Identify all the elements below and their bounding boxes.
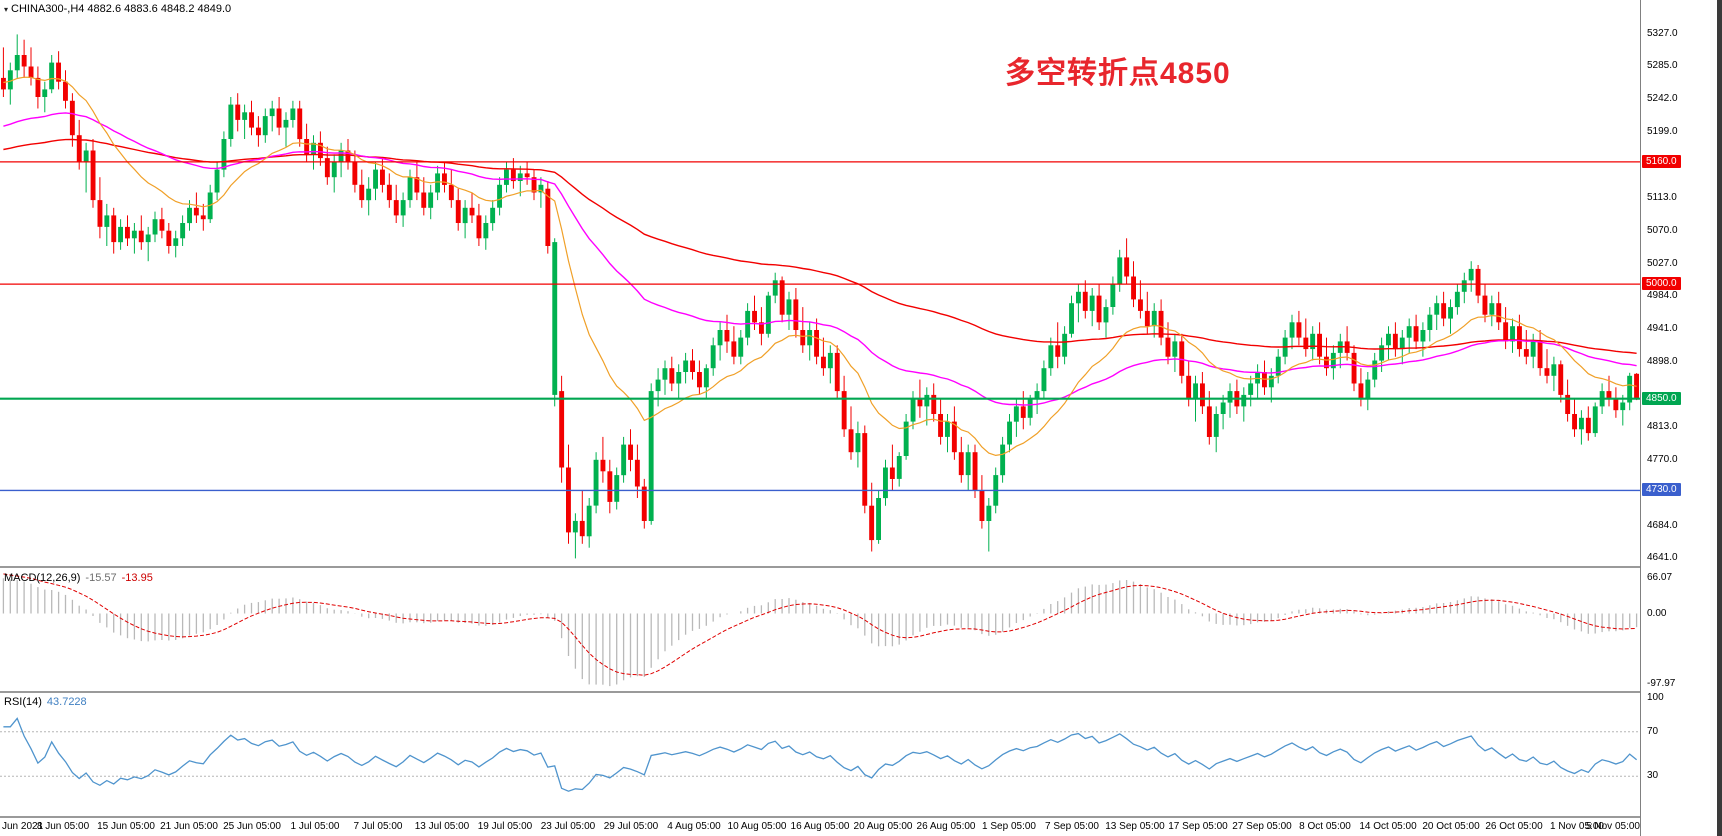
price-axis-label: 5242.0 xyxy=(1647,93,1678,105)
macd-main-value: -15.57 xyxy=(85,572,117,584)
price-level-badge: 5000.0 xyxy=(1642,277,1681,291)
annotation-text: 多空转折点4850 xyxy=(1005,57,1231,90)
date-label: 13 Jul 05:00 xyxy=(414,821,470,832)
panel-separator[interactable] xyxy=(0,566,1722,568)
price-axis-label: 4770.0 xyxy=(1647,453,1678,465)
price-axis-label: -97.97 xyxy=(1647,678,1676,689)
price-axis-label: 4941.0 xyxy=(1647,323,1678,335)
date-label: 1 Sep 05:00 xyxy=(982,821,1036,832)
candlestick-chart[interactable] xyxy=(0,0,1640,566)
price-axis-label: 70 xyxy=(1647,725,1659,737)
window-edge-strip xyxy=(1717,0,1722,836)
date-label: 29 Jul 05:00 xyxy=(603,821,659,832)
price-axis-label: 100 xyxy=(1647,692,1664,704)
main-chart-panel[interactable]: ▾ CHINA300-,H4 4882.6 4883.6 4848.2 4849.… xyxy=(0,0,1640,566)
date-label: 10 Aug 05:00 xyxy=(727,821,787,832)
date-label: 21 Jun 05:00 xyxy=(160,821,218,832)
rsi-value: 43.7228 xyxy=(46,696,87,708)
date-label: 1 Nov 05:00 xyxy=(1550,821,1604,832)
rsi-chart[interactable] xyxy=(0,694,1640,814)
date-label: 16 Aug 05:00 xyxy=(790,821,850,832)
macd-indicator-label: MACD(12,26,9) -15.57 -13.95 xyxy=(4,572,153,584)
price-level-badge: 4850.0 xyxy=(1642,391,1681,405)
macd-panel[interactable] xyxy=(0,570,1640,690)
rsi-panel[interactable] xyxy=(0,694,1640,814)
date-label: 7 Sep 05:00 xyxy=(1045,821,1099,832)
price-axis-label: 4641.0 xyxy=(1647,552,1678,564)
price-axis[interactable]: 5327.0 5285.0 5242.0 5199.0 5113.0 5070.0 5027… xyxy=(1640,0,1717,836)
price-axis-label: 5285.0 xyxy=(1647,60,1678,72)
date-label: 7 Jul 05:00 xyxy=(353,821,403,832)
price-axis-label: 0.00 xyxy=(1647,607,1667,619)
date-label: 1 Jul 05:00 xyxy=(290,821,340,832)
price-axis-label: 5327.0 xyxy=(1647,28,1678,40)
date-label: 26 Oct 05:00 xyxy=(1485,821,1543,832)
price-axis-label: 66.07 xyxy=(1647,572,1673,583)
date-label: 20 Aug 05:00 xyxy=(853,821,913,832)
date-label: 26 Aug 05:00 xyxy=(916,821,976,832)
panel-separator[interactable] xyxy=(0,816,1722,818)
date-label: 23 Jul 05:00 xyxy=(540,821,596,832)
rsi-name: RSI(14) xyxy=(4,696,42,708)
price-axis-label: 5199.0 xyxy=(1647,126,1678,138)
date-label: 19 Jul 05:00 xyxy=(477,821,533,832)
price-axis-label: 30 xyxy=(1647,770,1659,782)
symbol-ohlc-text: CHINA300-,H4 4882.6 4883.6 4848.2 4849.0 xyxy=(11,3,232,15)
price-level-badge: 5160.0 xyxy=(1642,154,1681,168)
price-axis-label: 5113.0 xyxy=(1647,191,1677,203)
date-label: 25 Jun 05:00 xyxy=(223,821,281,832)
macd-signal-value: -13.95 xyxy=(121,572,153,584)
price-level-badge: 4730.0 xyxy=(1642,483,1681,497)
panel-separator[interactable] xyxy=(0,691,1722,693)
date-label: 17 Sep 05:00 xyxy=(1168,821,1228,832)
price-axis-label: 4684.0 xyxy=(1647,519,1678,531)
date-label: 27 Sep 05:00 xyxy=(1232,821,1292,832)
macd-name: MACD(12,26,9) xyxy=(4,572,81,584)
date-label: 4 Aug 05:00 xyxy=(667,821,721,832)
time-axis[interactable]: Jun 2021 8 Jun 05:00 15 Jun 05:00 21 Jun 05… xyxy=(0,818,1640,836)
price-axis-label: 4984.0 xyxy=(1647,290,1678,302)
price-axis-label: 5070.0 xyxy=(1647,224,1678,236)
date-label: 5 Nov 05:00 xyxy=(1586,821,1640,832)
date-label: Jun 2021 xyxy=(2,821,44,832)
date-label: 8 Jun 05:00 xyxy=(36,821,90,832)
price-axis-label: 4813.0 xyxy=(1647,420,1678,432)
rsi-indicator-label: RSI(14) 43.7228 xyxy=(4,696,87,708)
chart-marker-icon: ▾ xyxy=(4,5,9,14)
date-label: 15 Jun 05:00 xyxy=(97,821,155,832)
date-label: 8 Oct 05:00 xyxy=(1299,821,1351,832)
price-axis-label: 4898.0 xyxy=(1647,356,1678,368)
date-label: 20 Oct 05:00 xyxy=(1422,821,1480,832)
macd-chart[interactable] xyxy=(0,570,1640,690)
symbol-ohlc-label: ▾ CHINA300-,H4 4882.6 4883.6 4848.2 4849.… xyxy=(4,3,231,15)
date-label: 14 Oct 05:00 xyxy=(1359,821,1417,832)
date-label: 13 Sep 05:00 xyxy=(1105,821,1165,832)
price-axis-label: 5027.0 xyxy=(1647,257,1678,269)
